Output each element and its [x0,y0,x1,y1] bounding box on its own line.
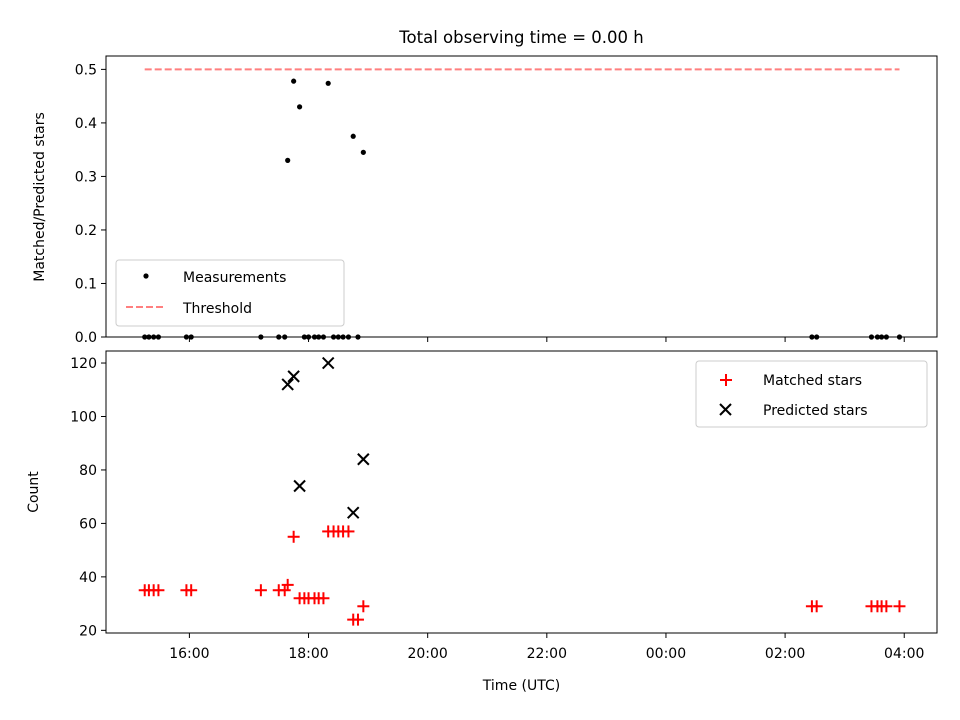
matched-stars-point [278,584,291,597]
top-y-tick-label: 0.0 [75,330,97,346]
predicted-stars-point [347,506,360,519]
bottom-y-tick-label: 100 [70,409,97,425]
legend-measurements-marker [143,273,149,279]
bottom-panel-plot-area [138,356,906,626]
predicted-stars-point [357,453,370,466]
bottom-x-tick-label: 04:00 [884,646,924,662]
bottom-x-tick-label: 02:00 [765,646,805,662]
predicted-stars-point [287,370,300,383]
top-y-tick-label: 0.5 [75,62,97,78]
bottom-legend: Matched stars Predicted stars [695,360,928,428]
measurements-point [297,104,303,110]
top-legend: Measurements Threshold [115,259,345,327]
matched-stars-point [254,584,267,597]
predicted-stars-point [281,378,294,391]
legend-measurements-label: Measurements [183,270,286,286]
bottom-x-tick-label: 16:00 [169,646,209,662]
measurements-point [360,149,366,155]
top-y-tick-label: 0.2 [75,223,97,239]
measurements-point [350,133,356,139]
predicted-stars-point [293,479,306,493]
legend-matched-marker [720,374,732,386]
measurements-point [285,157,291,163]
top-panel-frame [105,55,938,338]
matched-stars-point [152,584,165,597]
bottom-panel-frame [105,350,938,634]
top-chart-title: Total observing time = 0.00 h [398,28,643,47]
matched-stars-point [281,578,294,591]
bottom-y-tick-label: 40 [79,570,97,586]
legend-predicted-label: Predicted stars [763,403,868,419]
legend-predicted-marker [719,403,732,416]
top-y-tick-label: 0.3 [75,169,97,185]
bottom-x-tick-label: 22:00 [527,646,567,662]
matched-stars-point [893,600,906,613]
bottom-x-axis-label: Time (UTC) [482,678,560,694]
top-y-tick-label: 0.1 [75,276,97,292]
matched-stars-point [357,600,370,613]
top-y-axis-label: Matched/Predicted stars [32,112,48,282]
matched-stars-point [880,600,893,613]
bottom-y-tick-label: 80 [79,463,97,479]
bottom-y-tick-label: 60 [79,516,97,532]
legend-threshold-label: Threshold [182,301,252,317]
bottom-y-axis-label: Count [26,471,42,513]
predicted-stars-point [321,356,335,370]
legend-matched-label: Matched stars [763,373,862,389]
top-y-tick-label: 0.4 [75,116,97,132]
bottom-x-tick-label: 20:00 [407,646,447,662]
matched-stars-point [351,613,364,626]
bottom-y-tick-label: 20 [79,623,97,639]
matched-stars-point [342,525,355,538]
matched-stars-point [287,530,300,543]
matched-stars-point [185,584,198,597]
bottom-y-tick-label: 120 [70,356,97,372]
measurements-point [291,78,297,84]
bottom-x-tick-label: 18:00 [288,646,328,662]
matched-stars-point [810,600,823,613]
measurements-point [325,80,331,86]
bottom-x-tick-label: 00:00 [646,646,686,662]
top-panel-ticks: 0.0 0.1 0.2 0.3 0.4 0.5 [75,62,905,346]
bottom-panel-ticks: 20 40 60 80 100 120 16:00 18:00 20:00 22:00 00:00 0… [70,356,924,662]
matched-stars-point [317,592,330,605]
